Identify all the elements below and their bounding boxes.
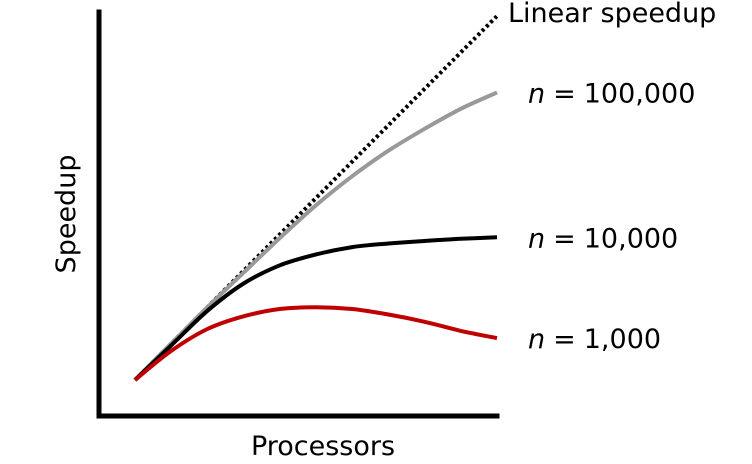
series-label-value: 100,000 (584, 78, 696, 109)
series-label-equals: = (553, 324, 576, 355)
series-line-3 (133, 305, 498, 382)
x-axis-label: Processors (251, 431, 395, 462)
series-layer (133, 14, 499, 382)
series-line-1 (133, 90, 498, 382)
series-label-0: Linear speedup (508, 0, 716, 29)
series-label-variable: n (528, 223, 545, 254)
series-label-value: 10,000 (584, 223, 678, 254)
series-label-3: n = 1,000 (528, 324, 661, 355)
series-label-equals: = (553, 223, 576, 254)
series-label-variable: n (528, 324, 545, 355)
series-label-variable: n (528, 78, 545, 109)
series-label-2: n = 10,000 (528, 223, 678, 254)
series-label-equals: = (553, 78, 576, 109)
series-label-value: 1,000 (584, 324, 661, 355)
y-axis-label: Speedup (51, 155, 82, 274)
series-label-1: n = 100,000 (528, 78, 695, 109)
series-line-2 (133, 235, 498, 382)
series-label-layer: Linear speedup n = 100,000 n = 10,000 n = 1,000 (508, 0, 716, 355)
